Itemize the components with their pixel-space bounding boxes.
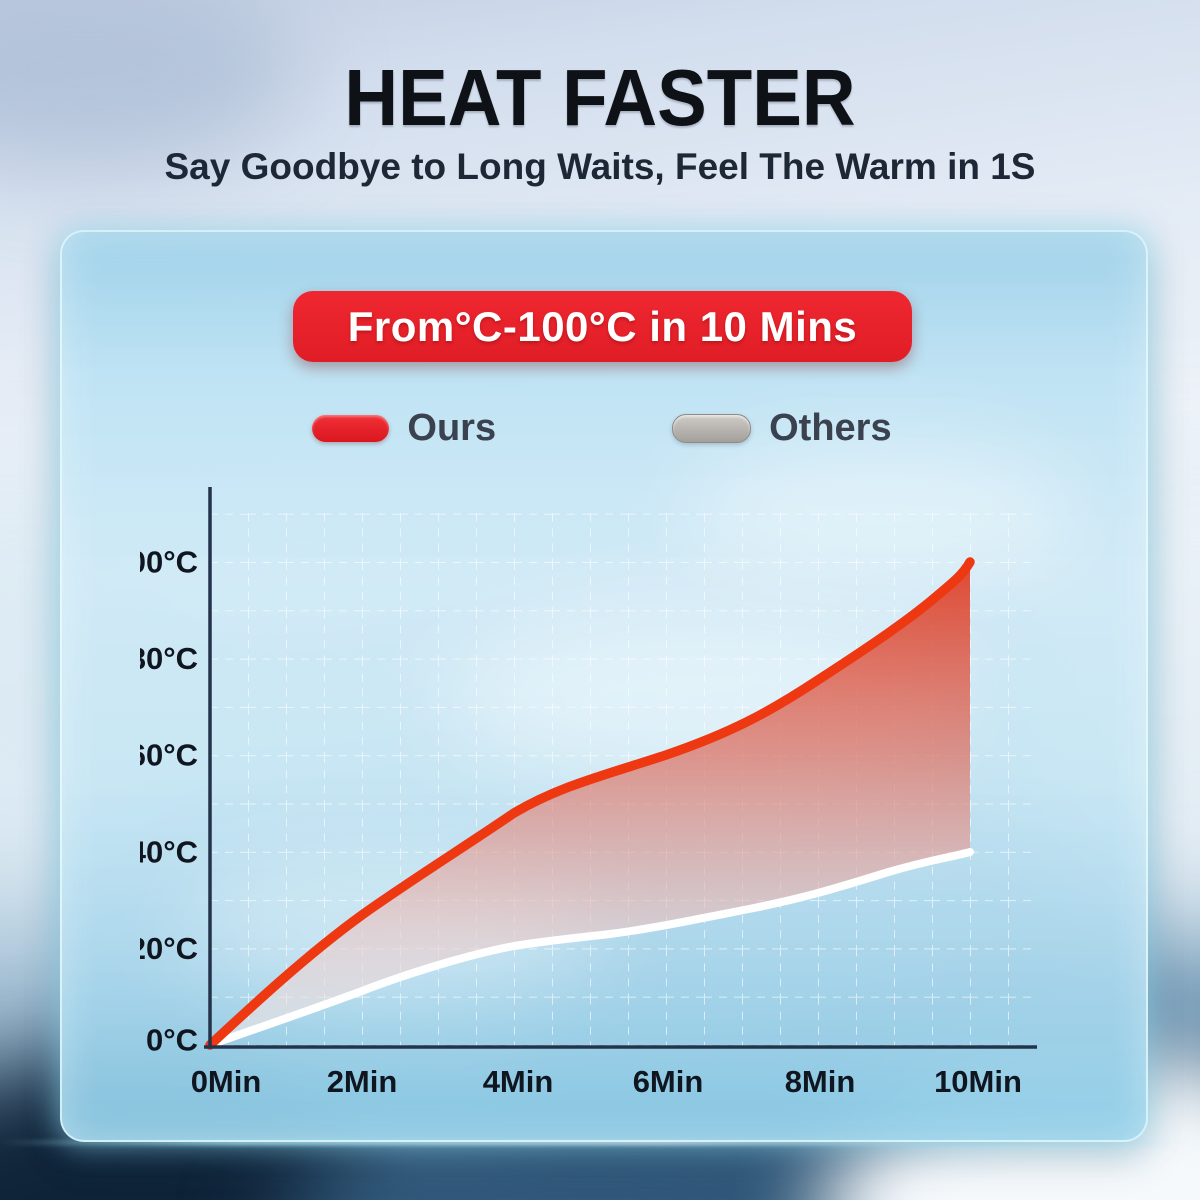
headline-badge: From°C-100°C in 10 Mins [293, 291, 912, 362]
legend-label-others: Others [769, 406, 892, 449]
xtick-8min: 8Min [785, 1064, 856, 1099]
badge-label: From°C-100°C in 10 Mins [347, 302, 858, 350]
chart-legend: Ours Others [60, 404, 1144, 452]
area-between-curves [210, 562, 970, 1045]
legend-label-ours: Ours [407, 406, 497, 449]
legend-item-ours: Ours [312, 407, 496, 450]
ytick-40: 40°C [140, 834, 198, 869]
xtick-6min: 6Min [633, 1064, 704, 1099]
xtick-0min: 0Min [191, 1064, 262, 1099]
page-subtitle: Say Goodbye to Long Waits, Feel The Warm… [164, 146, 1036, 187]
ytick-60: 60°C [140, 738, 198, 773]
xtick-10min: 10Min [934, 1064, 1022, 1099]
xtick-4min: 4Min [483, 1064, 554, 1099]
legend-swatch-ours-icon [312, 414, 390, 442]
legend-item-others: Others [672, 406, 892, 450]
legend-swatch-others-icon [672, 413, 752, 443]
panel-bottom-glow [0, 1140, 1200, 1145]
temperature-chart: 100°C 80°C 60°C 40°C 20°C 0°C 0Min 2Min … [140, 487, 1037, 1099]
xtick-2min: 2Min [327, 1064, 398, 1099]
page-title: HEAT FASTER [344, 53, 856, 142]
ytick-100: 100°C [140, 545, 198, 580]
ytick-80: 80°C [140, 641, 198, 676]
ours-curve [205, 557, 975, 1050]
ytick-0: 0°C [146, 1023, 198, 1058]
ytick-20: 20°C [140, 931, 198, 966]
others-curve [206, 848, 974, 1049]
